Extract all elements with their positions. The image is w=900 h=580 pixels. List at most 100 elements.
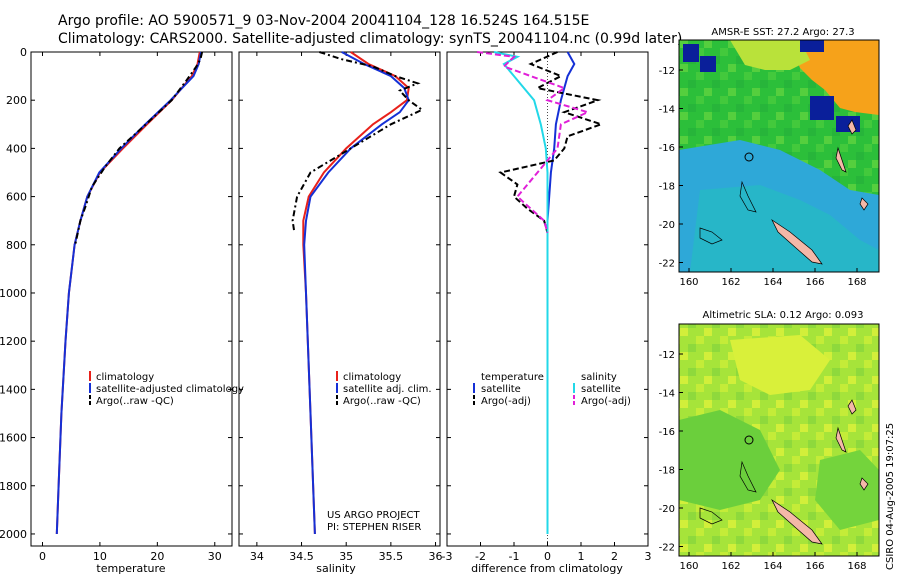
map-x-tick-label: 162 xyxy=(721,277,740,288)
x-tick-label: 34 xyxy=(250,550,264,563)
legend-sal-diff-satellite-label: satellite xyxy=(581,384,621,395)
depth-tick-label: 2000 xyxy=(0,528,27,541)
sst-cloud-mask xyxy=(683,44,699,62)
depth-tick-label: 600 xyxy=(6,191,27,204)
map-x-tick-label: 164 xyxy=(763,561,782,572)
reef-outline xyxy=(739,460,757,493)
depth-tick-label: 1600 xyxy=(0,432,27,445)
legend-climatology-label: climatology xyxy=(96,372,154,383)
difference-y-ticks xyxy=(447,51,648,535)
map-x-tick-label: 160 xyxy=(679,561,698,572)
x-tick-label: 20 xyxy=(150,550,164,563)
sst-cloud-mask xyxy=(700,56,716,72)
sla-low-region xyxy=(815,450,879,530)
map-y-tick-label: -12 xyxy=(659,66,675,77)
map-y-tick-label: -22 xyxy=(659,259,675,270)
project-credit: US ARGO PROJECT xyxy=(327,510,421,521)
map-y-tick-label: -20 xyxy=(659,220,675,231)
depth-tick-label: 0 xyxy=(20,46,27,59)
map-y-tick-label: -18 xyxy=(659,182,675,193)
pi-credit: PI: STEPHEN RISER xyxy=(327,522,421,533)
x-tick-label: -1 xyxy=(509,550,520,563)
map-y-tick-label: -16 xyxy=(659,427,675,438)
vanuatu-islands xyxy=(847,399,857,415)
difference-legend: temperature satellite Argo(-adj) salinit… xyxy=(473,372,631,407)
map-y-tick-label: -18 xyxy=(659,466,675,477)
legend-sal-diff-argo-label: Argo(-adj) xyxy=(581,396,631,407)
x-tick-label: 36 xyxy=(429,550,443,563)
map-x-tick-label: 162 xyxy=(721,561,740,572)
figure-title-line-2: Climatology: CARS2000. Satellite-adjuste… xyxy=(58,31,682,47)
salinity-xlabel: salinity xyxy=(316,562,356,575)
series-line xyxy=(303,51,410,535)
x-tick-label: 35.5 xyxy=(379,550,404,563)
difference-x-axis: -3 -2 -1 0 1 2 3 xyxy=(442,52,652,563)
depth-tick-label: 200 xyxy=(6,94,27,107)
salinity-legend: climatology satellite adj. clim. Argo(..… xyxy=(336,371,432,407)
new-caledonia-island xyxy=(771,218,823,265)
map-x-tick-label: 166 xyxy=(805,561,824,572)
loyalty-islands xyxy=(859,477,869,491)
legend-sal-climatology-label: climatology xyxy=(343,372,401,383)
sla-low-region xyxy=(679,410,780,510)
x-tick-label: 10 xyxy=(93,550,107,563)
argo-float-location xyxy=(744,152,754,162)
map-y-tick-label: -12 xyxy=(659,350,675,361)
reef-outline xyxy=(699,227,723,245)
depth-tick-label: 1400 xyxy=(0,383,27,396)
map-x-tick-label: 164 xyxy=(763,277,782,288)
depth-tick-label: 400 xyxy=(6,142,27,155)
sst-cloud-mask xyxy=(800,40,824,52)
salinity-series xyxy=(291,51,425,535)
csiro-credit: CSIRO 04-Aug-2005 19:07:25 xyxy=(885,423,896,570)
legend-temp-satellite-label: satellite xyxy=(481,384,521,395)
series-line xyxy=(476,51,591,233)
series-line xyxy=(291,51,425,233)
sla-high-region xyxy=(730,335,830,395)
vanuatu-islands xyxy=(835,426,847,453)
sla-map xyxy=(678,323,880,557)
x-tick-label: 34.5 xyxy=(289,550,314,563)
x-tick-label: 2 xyxy=(611,550,618,563)
depth-tick-label: 1200 xyxy=(0,335,27,348)
depth-tick-label: 1000 xyxy=(0,287,27,300)
vanuatu-islands xyxy=(835,146,847,173)
sst-warm-region xyxy=(760,40,879,115)
legend-argo-label: Argo(..raw -QC) xyxy=(96,396,174,407)
legend-satellite-adjusted-label: satellite-adjusted climatology xyxy=(96,384,244,395)
sst-map-axes: 160 162 164 166 168 -12 -14 -16 -18 -20 -22 xyxy=(659,66,867,288)
salinity-panel xyxy=(238,51,441,547)
depth-tick-label: 1800 xyxy=(0,480,27,493)
loyalty-islands xyxy=(859,197,869,211)
temperature-series xyxy=(55,51,204,535)
legend-sal-argo-label: Argo(..raw -QC) xyxy=(343,396,421,407)
map-x-tick-label: 166 xyxy=(805,277,824,288)
legend-temperature-heading: temperature xyxy=(481,372,544,383)
reef-outline xyxy=(739,180,757,213)
x-tick-label: 0 xyxy=(39,550,46,563)
x-tick-label: 0 xyxy=(544,550,551,563)
figure-title-line-1: Argo profile: AO 5900571_9 03-Nov-2004 2… xyxy=(58,13,589,29)
x-tick-label: -3 xyxy=(442,550,453,563)
vanuatu-islands xyxy=(847,119,857,135)
series-line xyxy=(74,51,204,246)
sst-mild-region xyxy=(730,40,810,70)
legend-temp-argo-label: Argo(-adj) xyxy=(481,396,531,407)
legend-sal-satellite-label: satellite adj. clim. xyxy=(343,384,432,395)
depth-tick-label: 800 xyxy=(6,239,27,252)
sst-map-frame xyxy=(678,39,880,273)
x-tick-label: -2 xyxy=(475,550,486,563)
map-y-tick-label: -22 xyxy=(659,543,675,554)
temperature-xlabel: temperature xyxy=(96,562,165,575)
x-tick-label: 3 xyxy=(645,550,652,563)
series-line xyxy=(55,51,202,535)
difference-xlabel: difference from climatology xyxy=(471,562,623,575)
x-tick-label: 1 xyxy=(578,550,585,563)
difference-series xyxy=(476,51,605,534)
sla-map-axes: 160 162 164 166 168 -12 -14 -16 -18 -20 -22 xyxy=(659,350,867,572)
series-line xyxy=(55,51,201,535)
x-tick-label: 30 xyxy=(208,550,222,563)
salinity-x-axis: 34 34.5 35 35.5 36 xyxy=(250,52,443,563)
temperature-legend: climatology satellite-adjusted climatolo… xyxy=(89,371,244,407)
